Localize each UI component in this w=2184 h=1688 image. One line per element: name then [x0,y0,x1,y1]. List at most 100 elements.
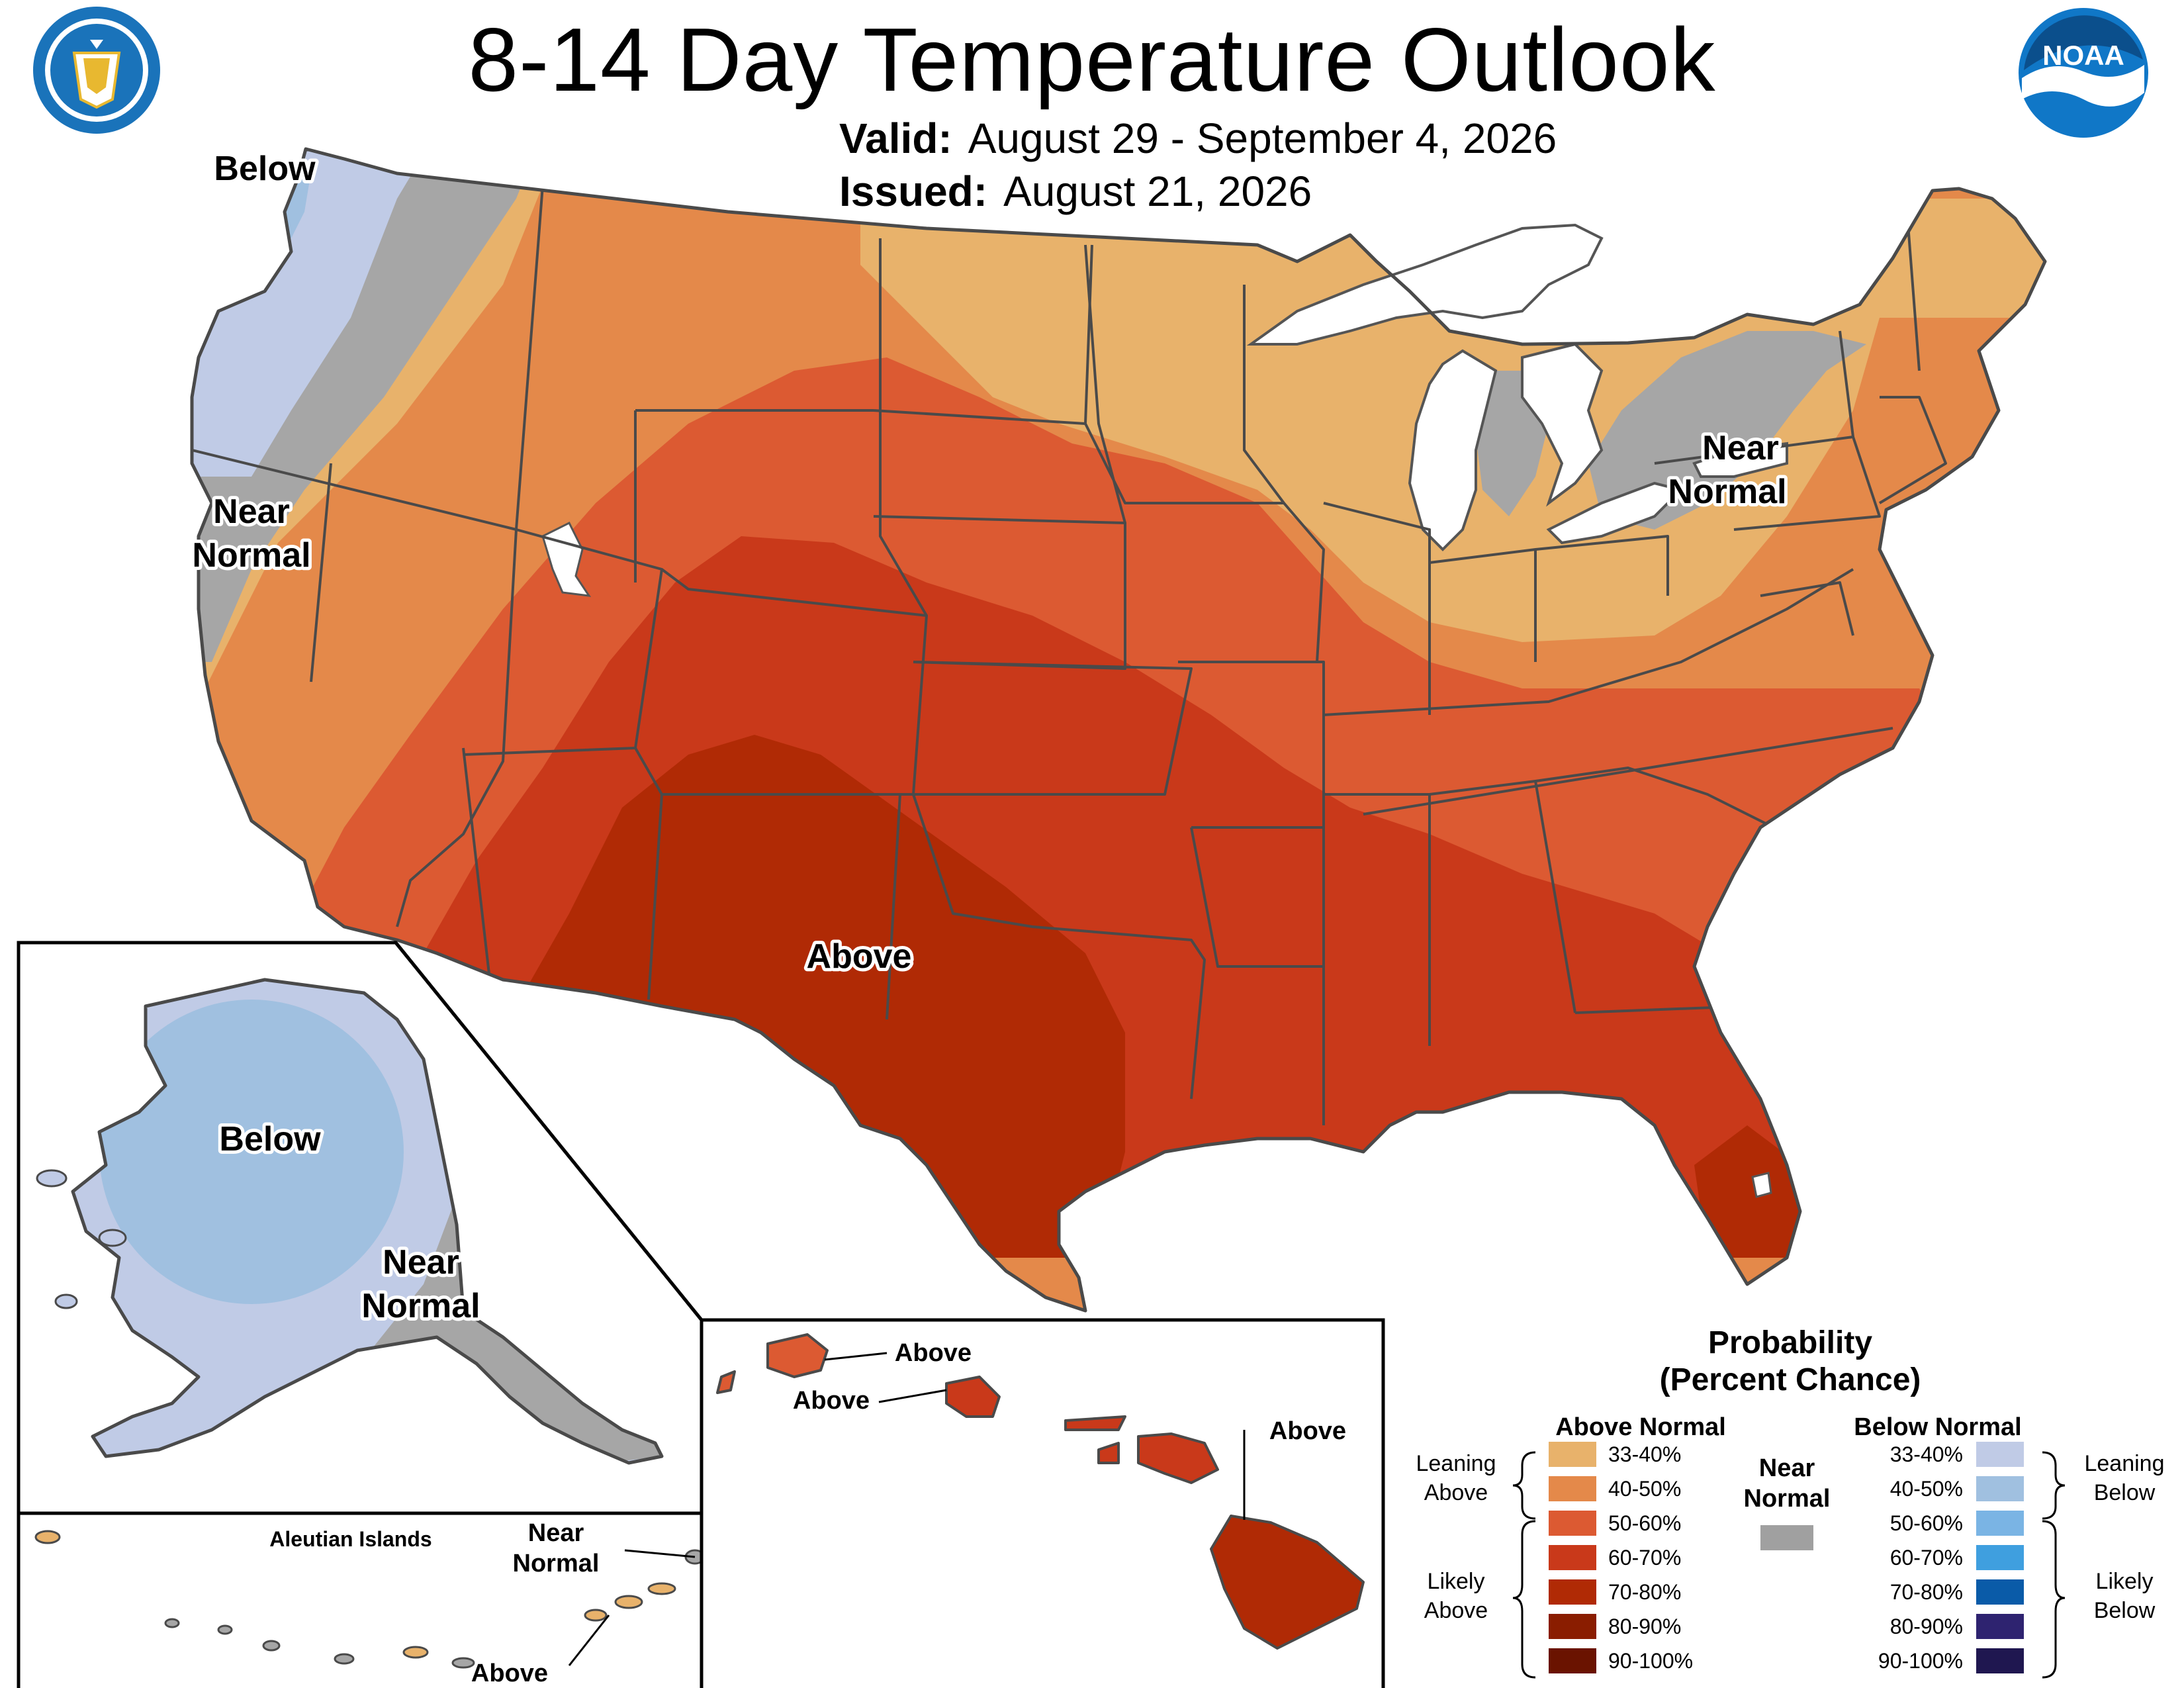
noaa-bird-icon [2022,65,2144,107]
legend-below-swatch-4 [1976,1579,2024,1605]
legend-below-label-4: 70-80% [1890,1580,1963,1604]
valid-dates: Valid: August 29 - September 4, 2026 [839,114,1557,163]
alaska-islands [36,1169,127,1309]
border-nv-ut-az [463,528,663,756]
issued-value: August 21, 2026 [1003,167,1312,215]
alaska-below-label: Below [219,1120,321,1158]
aleutian-near-label-1: Near [528,1519,584,1547]
lanai [1097,1442,1120,1464]
conus-outline [190,147,2047,1313]
alaska-outline [71,978,664,1465]
map-title: 8-14 Day Temperature Outlook [468,9,1716,110]
aleutian-title: Aleutian Islands [269,1527,432,1551]
big-island [1210,1515,1365,1650]
legend-above-swatch-2 [1549,1511,1596,1536]
legend-above-swatch-3 [1549,1545,1596,1570]
conus-above-label: Above [807,937,912,976]
maui [1137,1432,1219,1484]
legend-leaning-below-2: Below [2094,1480,2156,1505]
noaa-logo-text: NOAA [2042,40,2124,71]
legend-above-swatches: 33-40% 40-50% 50-60% 60-70% 70-80% 80-90% 90-1… [1549,1442,1693,1673]
conus-below-label: Below [214,150,316,188]
conus-near-east-label-2: Normal [1668,473,1786,511]
legend-above-label-6: 90-100% [1608,1649,1693,1673]
border-mo-ar [1178,661,1325,829]
lake-okeechobee [1751,1172,1772,1198]
legend-above-swatch-0 [1549,1442,1596,1467]
aleutian-above-label: Above [471,1660,548,1687]
lake-ontario [1692,442,1788,478]
legend-below-swatch-3 [1976,1545,2024,1570]
border-az-nm [647,794,663,1000]
legend-leaning-above-1: Leaning [1416,1451,1496,1476]
seal-eagle-icon [90,40,103,49]
border-ky-va [1323,568,1854,716]
border-il-in [1323,502,1431,715]
legend-near-header-1: Near [1759,1454,1815,1482]
alaska-40-50-below-region [99,1000,404,1304]
lake-superior [1246,223,1604,346]
border-ny-vt [1839,330,1854,438]
border-ca-nv [310,463,332,682]
department-of-commerce-seal [33,7,160,134]
lake-erie [1546,481,1684,545]
aleutian-near-label-2: Normal [513,1550,600,1577]
border-md-de [1760,581,1854,636]
legend-title-1: Probability [1708,1325,1872,1360]
legend-below-label-2: 50-60% [1890,1511,1963,1535]
legend-above-label-4: 70-80% [1608,1580,1681,1604]
legend-below-label-3: 60-70% [1890,1546,1963,1570]
border-ca-or-nv [192,449,518,927]
issued-date: Issued: August 21, 2026 [839,167,1312,216]
legend-below-swatch-0 [1976,1442,2024,1467]
lake-michigan [1408,349,1498,551]
border-mt-nd [879,238,928,617]
legend-above-swatch-6 [1549,1648,1596,1673]
alaska-near-label-2: Normal [361,1287,480,1325]
legend-above-header: Above Normal [1555,1413,1726,1441]
legend-likely-below-2: Below [2094,1598,2156,1623]
border-oh-pa [1535,535,1669,596]
border-ks-ok [913,661,1193,796]
legend-below-swatch-6 [1976,1648,2024,1673]
legend-below-label-5: 80-90% [1890,1615,1963,1638]
legend-below-swatch-2 [1976,1511,2024,1536]
border-ut-co-wy [660,568,928,795]
legend-below-label-1: 40-50% [1890,1477,1963,1501]
valid-label: Valid: [839,115,952,162]
aleutian-islands [34,1530,705,1669]
border-nd-mn [1084,244,1126,524]
great-lakes [1246,223,1788,551]
border-ok-tx [880,793,1206,1100]
legend-above-swatch-5 [1549,1614,1596,1639]
noaa-logo: NOAA [2019,8,2148,138]
border-ny-pa [1654,436,1881,531]
legend-likely-above-1: Likely [1428,1569,1485,1594]
border-new-england [1878,396,1947,504]
legend-below-swatch-5 [1976,1614,2024,1639]
molokai [1064,1415,1126,1431]
conus-near-west-label-2: Normal [192,536,310,575]
legend-above-label-2: 50-60% [1608,1511,1681,1535]
legend-above-label-1: 40-50% [1608,1477,1681,1501]
border-sc-ga [1535,767,1788,835]
legend-below-label-6: 90-100% [1878,1649,1963,1673]
hawaii-kauai-above-label: Above [895,1339,972,1367]
hawaii-oahu-above-label: Above [793,1387,870,1415]
legend-above-swatch-1 [1549,1476,1596,1501]
kauai [766,1333,829,1378]
legend-below-swatches: 33-40% 40-50% 50-60% 60-70% 70-80% 80-90% 90-1… [1878,1442,2024,1673]
lake-huron [1521,342,1604,507]
legend-above-swatch-4 [1549,1579,1596,1605]
legend-above-label-5: 80-90% [1608,1615,1681,1638]
oahu [945,1376,1001,1418]
conus-near-normal-east [1588,331,1866,530]
legend-near-normal-swatch [1760,1525,1813,1550]
legend-below-swatch-1 [1976,1476,2024,1501]
legend-likely-above-2: Above [1424,1598,1488,1623]
legend-leaning-below-1: Leaning [2084,1451,2164,1476]
probability-legend: Probability (Percent Chance) Above Norma… [1416,1325,2165,1679]
border-mn-wi [1243,285,1285,504]
border-az-west [462,747,491,980]
niihau [716,1370,736,1394]
